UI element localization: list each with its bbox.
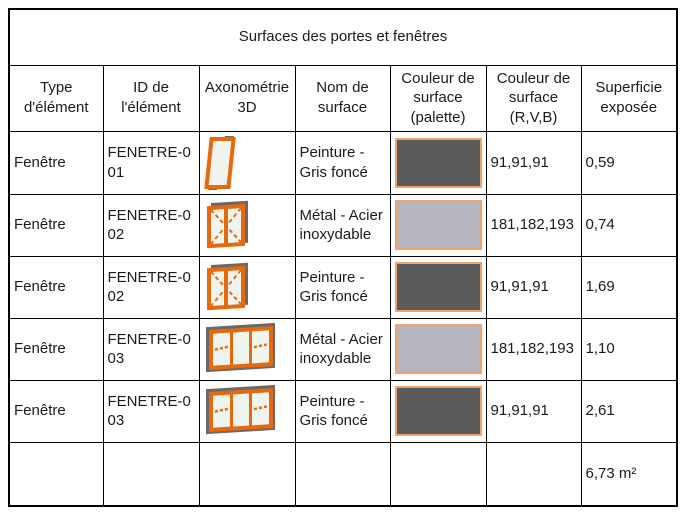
col-header-element-type: Type d'élément [8, 64, 104, 132]
empty-cell [198, 441, 296, 507]
total-row: 6,73 m² [8, 441, 678, 507]
exposed-area-cell: 0,59 [580, 130, 678, 195]
window-triple-slider-icon [205, 323, 275, 373]
axonometry-cell [198, 255, 296, 319]
element-id-cell: FENETRE-003 [102, 379, 200, 443]
axonometry-cell [198, 130, 296, 195]
exposed-area-cell: 2,61 [580, 379, 678, 443]
table-row: Fenêtre FENETRE-003 Peinture - Gris fonc… [8, 379, 678, 443]
element-type-cell: Fenêtre [8, 317, 104, 381]
empty-cell [102, 441, 200, 507]
element-type-cell: Fenêtre [8, 193, 104, 257]
table-header-row: Type d'élément ID de l'élément Axonométr… [8, 64, 678, 132]
table-title: Surfaces des portes et fenêtres [8, 8, 678, 66]
surfaces-table: Surfaces des portes et fenêtres Type d'é… [8, 8, 679, 508]
element-id-cell: FENETRE-002 [102, 193, 200, 257]
table-title-row: Surfaces des portes et fenêtres [8, 8, 678, 66]
color-swatch [394, 324, 482, 375]
empty-cell [294, 441, 391, 507]
col-header-surface-name: Nom de surface [294, 64, 391, 132]
surface-name-cell: Métal - Acier inoxydable [294, 317, 391, 381]
col-header-color-palette: Couleur de surface (palette) [389, 64, 487, 132]
color-swatch [394, 137, 482, 188]
color-palette-cell [389, 130, 487, 195]
table-row: Fenêtre FENETRE-003 Métal - Acier inoxyd… [8, 317, 678, 381]
element-id-cell: FENETRE-001 [102, 130, 200, 195]
col-header-color-rgb: Couleur de surface (R,V,B) [485, 64, 582, 132]
color-rgb-cell: 91,91,91 [485, 379, 582, 443]
color-swatch [394, 200, 482, 251]
surface-name-cell: Peinture - Gris foncé [294, 130, 391, 195]
empty-cell [8, 441, 104, 507]
element-type-cell: Fenêtre [8, 379, 104, 443]
element-id-cell: FENETRE-003 [102, 317, 200, 381]
element-type-cell: Fenêtre [8, 130, 104, 195]
axonometry-cell [198, 317, 296, 381]
table-row: Fenêtre FENETRE-001 Peinture - Gris fonc… [8, 130, 678, 195]
axonometry-cell [198, 193, 296, 257]
exposed-area-cell: 1,69 [580, 255, 678, 319]
table-row: Fenêtre FENETRE-002 Peinture - Gris fonc… [8, 255, 678, 319]
col-header-exposed-area: Superficie exposée [580, 64, 678, 132]
element-id-cell: FENETRE-002 [102, 255, 200, 319]
color-swatch [394, 262, 482, 313]
window-single-icon [203, 135, 236, 190]
color-rgb-cell: 181,182,193 [485, 193, 582, 257]
color-swatch [394, 386, 482, 437]
window-double-casement-icon [206, 201, 248, 249]
window-double-casement-icon [206, 263, 248, 311]
exposed-area-cell: 0,74 [580, 193, 678, 257]
exposed-area-cell: 1,10 [580, 317, 678, 381]
surface-name-cell: Peinture - Gris foncé [294, 379, 391, 443]
color-palette-cell [389, 379, 487, 443]
element-type-cell: Fenêtre [8, 255, 104, 319]
color-palette-cell [389, 255, 487, 319]
surface-name-cell: Métal - Acier inoxydable [294, 193, 391, 257]
table-row: Fenêtre FENETRE-002 Métal - Acier inoxyd… [8, 193, 678, 257]
color-rgb-cell: 91,91,91 [485, 255, 582, 319]
color-palette-cell [389, 193, 487, 257]
surface-name-cell: Peinture - Gris foncé [294, 255, 391, 319]
color-rgb-cell: 181,182,193 [485, 317, 582, 381]
empty-cell [389, 441, 487, 507]
empty-cell [485, 441, 582, 507]
color-rgb-cell: 91,91,91 [485, 130, 582, 195]
axonometry-cell [198, 379, 296, 443]
total-area-cell: 6,73 m² [580, 441, 678, 507]
col-header-axonometry: Axonométrie 3D [198, 64, 296, 132]
color-palette-cell [389, 317, 487, 381]
col-header-element-id: ID de l'élément [102, 64, 200, 132]
window-triple-slider-icon [205, 385, 275, 435]
